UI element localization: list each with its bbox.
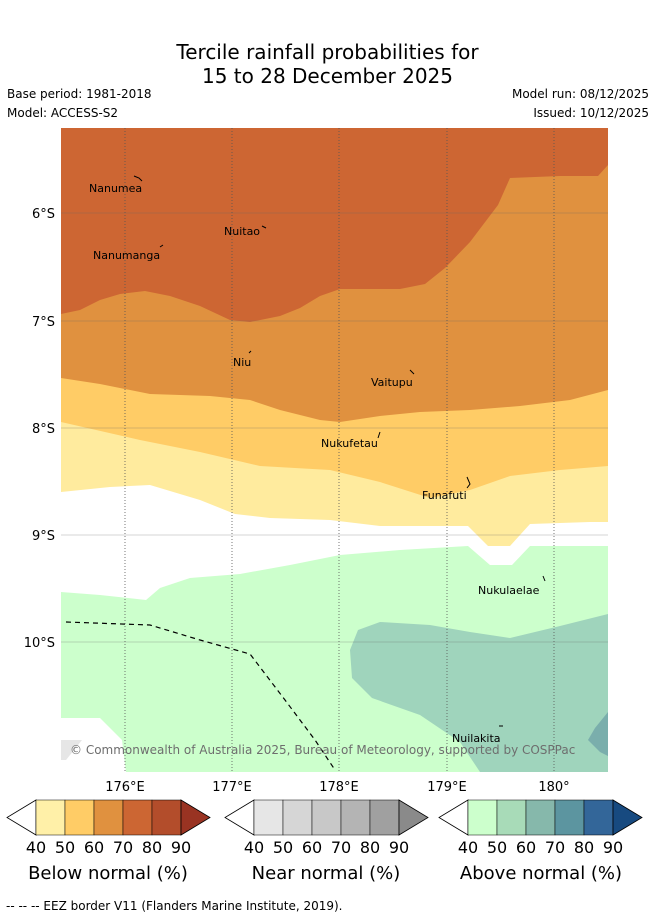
colorbar-label-below: Below normal (%) (28, 863, 188, 884)
model-name: Model: ACCESS-S2 (7, 106, 119, 120)
island-label-niu: Niu (233, 356, 251, 369)
island-label-nuitao: Nuitao (224, 225, 260, 238)
lat-label-9s: 9°S (32, 529, 55, 544)
colorbar-below-segment-50 (64, 799, 95, 836)
colorbar-near-segment-40 (253, 799, 284, 836)
colorbars: 40 50 60 70 80 90 40 50 60 70 80 90 40 50 60 70 80 90 (6, 799, 643, 857)
issued-date: Issued: 10/12/2025 (533, 106, 649, 120)
lat-label-6s: 6°S (32, 207, 55, 222)
island-label-nukulaelae: Nukulaelae (478, 584, 540, 597)
rainfall-map: Nanumea Nuitao Nanumanga Niu Vaitupu Nuk… (6, 128, 643, 857)
contour-grey-pocket (61, 740, 82, 760)
contour-above-60 (588, 712, 608, 756)
island-shape-nukulaelae (542, 575, 546, 582)
latitude-labels: 6°S 7°S 8°S 9°S 10°S (24, 207, 55, 651)
lat-label-10s: 10°S (24, 636, 55, 651)
island-shape-niu (248, 350, 252, 354)
colorbar-below: 40 50 60 70 80 90 (6, 799, 211, 857)
colorbar-above-tick-40: 40 (458, 838, 478, 857)
island-labels: Nanumea Nuitao Nanumanga Niu Vaitupu Nuk… (89, 182, 540, 745)
colorbar-below-segment-60 (93, 799, 124, 836)
island-label-nanumanga: Nanumanga (93, 249, 160, 262)
lat-label-8s: 8°S (32, 422, 55, 437)
model-run: Model run: 08/12/2025 (511, 87, 649, 101)
colorbar-near-over-arrow (398, 799, 429, 836)
colorbar-above-segment-60 (525, 799, 556, 836)
colorbar-below-tick-70: 70 (113, 838, 133, 857)
colorbar-near-segment-70 (340, 799, 371, 836)
colorbar-below-segment-40 (35, 799, 66, 836)
colorbar-above-tick-60: 60 (516, 838, 536, 857)
island-shape-nanumanga (159, 244, 164, 248)
colorbar-near-tick-60: 60 (302, 838, 322, 857)
colorbar-above-over-arrow (612, 799, 643, 836)
lat-label-7s: 7°S (32, 315, 55, 330)
eez-legend: -- -- -- EEZ border V11 (Flanders Marine… (6, 899, 343, 913)
parallels (61, 212, 608, 643)
colorbar-near-tick-90: 90 (389, 838, 409, 857)
island-label-nuilakita: Nuilakita (452, 732, 501, 745)
colorbar-above-segment-50 (496, 799, 527, 836)
island-label-funafuti: Funafuti (422, 489, 467, 502)
colorbar-above-segment-80 (583, 799, 614, 836)
colorbar-near: 40 50 60 70 80 90 (224, 799, 429, 857)
lon-label-180: 180° (538, 780, 569, 795)
copyright-notice: © Commonwealth of Australia 2025, Bureau… (70, 743, 575, 757)
lon-label-179e: 179°E (427, 780, 467, 795)
colorbar-above: 40 50 60 70 80 90 (438, 799, 643, 857)
graticule (124, 128, 555, 772)
colorbar-below-over-arrow (180, 799, 211, 836)
base-period: Base period: 1981-2018 (7, 87, 152, 101)
colorbar-below-tick-60: 60 (84, 838, 104, 857)
colorbar-below-tick-50: 50 (55, 838, 75, 857)
island-label-nanumea: Nanumea (89, 182, 142, 195)
colorbar-near-segment-60 (311, 799, 342, 836)
colorbar-label-above: Above normal (%) (459, 863, 623, 884)
colorbar-near-segment-50 (282, 799, 313, 836)
colorbar-below-segment-70 (122, 799, 153, 836)
colorbar-near-tick-40: 40 (244, 838, 264, 857)
colorbar-above-tick-50: 50 (487, 838, 507, 857)
island-shape-nukufetau (377, 431, 381, 439)
colorbar-above-segment-40 (467, 799, 498, 836)
colorbar-below-under-arrow (6, 799, 37, 836)
colorbar-below-tick-90: 90 (171, 838, 191, 857)
colorbar-near-tick-80: 80 (360, 838, 380, 857)
colorbar-above-under-arrow (438, 799, 469, 836)
eez-border (65, 621, 336, 771)
contour-white-pocket (61, 718, 126, 772)
island-shape-nanumea (133, 175, 143, 182)
colorbar-above-tick-80: 80 (574, 838, 594, 857)
lon-label-178e: 178°E (319, 780, 359, 795)
map-title-line-2: 15 to 28 December 2025 (201, 64, 453, 88)
colorbar-label-near: Near normal (%) (251, 863, 401, 884)
colorbar-above-segment-70 (554, 799, 585, 836)
island-shape-nuitao (261, 225, 267, 229)
contour-above-50 (350, 614, 608, 772)
colorbar-above-tick-70: 70 (545, 838, 565, 857)
colorbar-above-tick-90: 90 (603, 838, 623, 857)
contour-below-70 (61, 128, 608, 322)
island-outlines (133, 175, 546, 727)
probability-contours (61, 128, 608, 772)
colorbar-below-tick-40: 40 (26, 838, 46, 857)
colorbar-near-tick-50: 50 (273, 838, 293, 857)
colorbar-near-under-arrow (224, 799, 255, 836)
island-shape-vaitupu (409, 369, 415, 375)
island-label-vaitupu: Vaitupu (371, 376, 413, 389)
island-label-nukufetau: Nukufetau (321, 437, 378, 450)
colorbar-below-tick-80: 80 (142, 838, 162, 857)
colorbar-below-segment-80 (151, 799, 182, 836)
island-shape-funafuti (466, 476, 471, 489)
colorbar-near-segment-80 (369, 799, 400, 836)
colorbar-near-tick-70: 70 (331, 838, 351, 857)
longitude-labels: 176°E 177°E 178°E 179°E 180° (105, 780, 569, 795)
lon-label-176e: 176°E (105, 780, 145, 795)
lon-label-177e: 177°E (212, 780, 252, 795)
map-title-line-1: Tercile rainfall probabilities for (176, 40, 479, 64)
